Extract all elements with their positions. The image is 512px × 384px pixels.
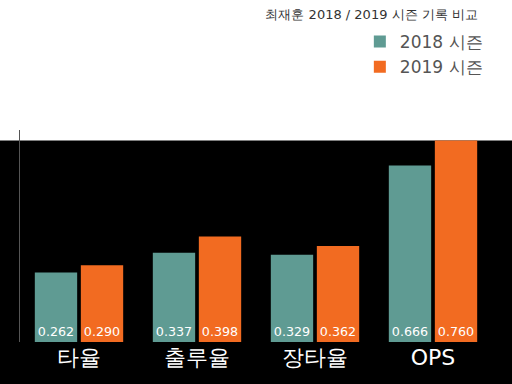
- svg-text:출루율: 출루율: [164, 345, 230, 370]
- svg-text:장타율: 장타율: [282, 345, 348, 370]
- svg-text:0.760: 0.760: [438, 324, 474, 339]
- svg-text:타율: 타율: [57, 345, 101, 370]
- svg-text:0.666: 0.666: [392, 324, 428, 339]
- svg-text:0.398: 0.398: [202, 324, 238, 339]
- svg-text:2019 시즌: 2019 시즌: [400, 57, 483, 77]
- svg-text:0.329: 0.329: [274, 324, 310, 339]
- svg-text:2018 시즌: 2018 시즌: [400, 32, 483, 52]
- svg-text:0.362: 0.362: [320, 324, 356, 339]
- svg-text:0.290: 0.290: [84, 324, 120, 339]
- svg-text:0.262: 0.262: [38, 324, 74, 339]
- svg-text:OPS: OPS: [411, 345, 456, 370]
- svg-text:0.337: 0.337: [156, 324, 192, 339]
- svg-text:최재훈 2018 / 2019 시즌 기록 비교: 최재훈 2018 / 2019 시즌 기록 비교: [265, 7, 477, 22]
